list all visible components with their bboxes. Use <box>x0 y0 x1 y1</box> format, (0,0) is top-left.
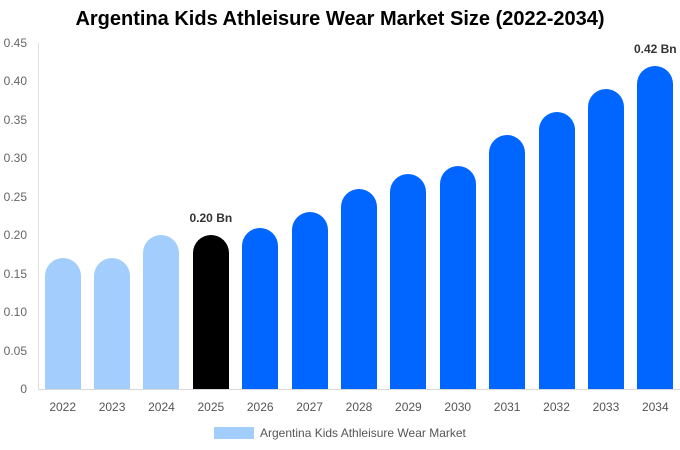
y-tick-label: 0.30 <box>3 151 27 166</box>
bar-2027[interactable] <box>291 212 328 389</box>
y-tick-label: 0.35 <box>3 112 27 127</box>
x-tick-label: 2023 <box>98 400 126 414</box>
x-tick-label: 2024 <box>148 400 175 414</box>
x-tick-label: 2027 <box>296 400 323 414</box>
legend-label: Argentina Kids Athleisure Wear Market <box>260 426 466 440</box>
legend[interactable]: Argentina Kids Athleisure Wear Market <box>214 426 466 440</box>
y-tick-label: 0.25 <box>3 189 27 204</box>
y-tick-label: 0.10 <box>3 305 27 320</box>
x-tick-label: 2034 <box>641 400 669 414</box>
bar-2029[interactable] <box>390 173 427 389</box>
x-tick-label: 2032 <box>543 400 570 414</box>
bar-2033[interactable] <box>587 89 624 389</box>
y-tick-label: 0 <box>20 382 27 396</box>
plot-area <box>38 43 680 389</box>
x-tick-label: 2031 <box>493 400 521 414</box>
x-tick-label: 2028 <box>345 400 373 414</box>
data-label-2034: 0.42 Bn <box>633 42 677 57</box>
bar-2032[interactable] <box>538 112 575 389</box>
bar-2023[interactable] <box>94 258 131 389</box>
bar-2024[interactable] <box>143 235 180 389</box>
x-tick-label: 2022 <box>49 400 77 414</box>
chart-title: Argentina Kids Athleisure Wear Market Si… <box>75 8 605 30</box>
y-tick-label: 0.40 <box>3 74 27 89</box>
y-tick-label: 0.15 <box>3 266 27 281</box>
data-label-2025: 0.20 Bn <box>189 211 233 226</box>
x-tick-label: 2026 <box>246 400 274 414</box>
y-tick-label: 0.45 <box>3 36 27 50</box>
y-tick-label: 0.20 <box>3 228 27 243</box>
x-axis-line <box>38 389 680 390</box>
bar-2026[interactable] <box>242 227 279 389</box>
bar-2034[interactable] <box>637 66 674 389</box>
x-tick-label: 2030 <box>444 400 472 414</box>
y-tick-label: 0.05 <box>3 343 27 358</box>
bar-2031[interactable] <box>489 135 526 389</box>
x-tick-label: 2033 <box>592 400 620 414</box>
bar-2028[interactable] <box>341 189 377 389</box>
bar-2030[interactable] <box>439 166 476 389</box>
legend-swatch <box>214 427 254 439</box>
bar-2022[interactable] <box>44 258 81 389</box>
bar-2025[interactable] <box>192 235 229 389</box>
y-axis-line <box>38 43 39 389</box>
x-tick-label: 2029 <box>395 400 422 414</box>
x-tick-label: 2025 <box>197 400 225 414</box>
